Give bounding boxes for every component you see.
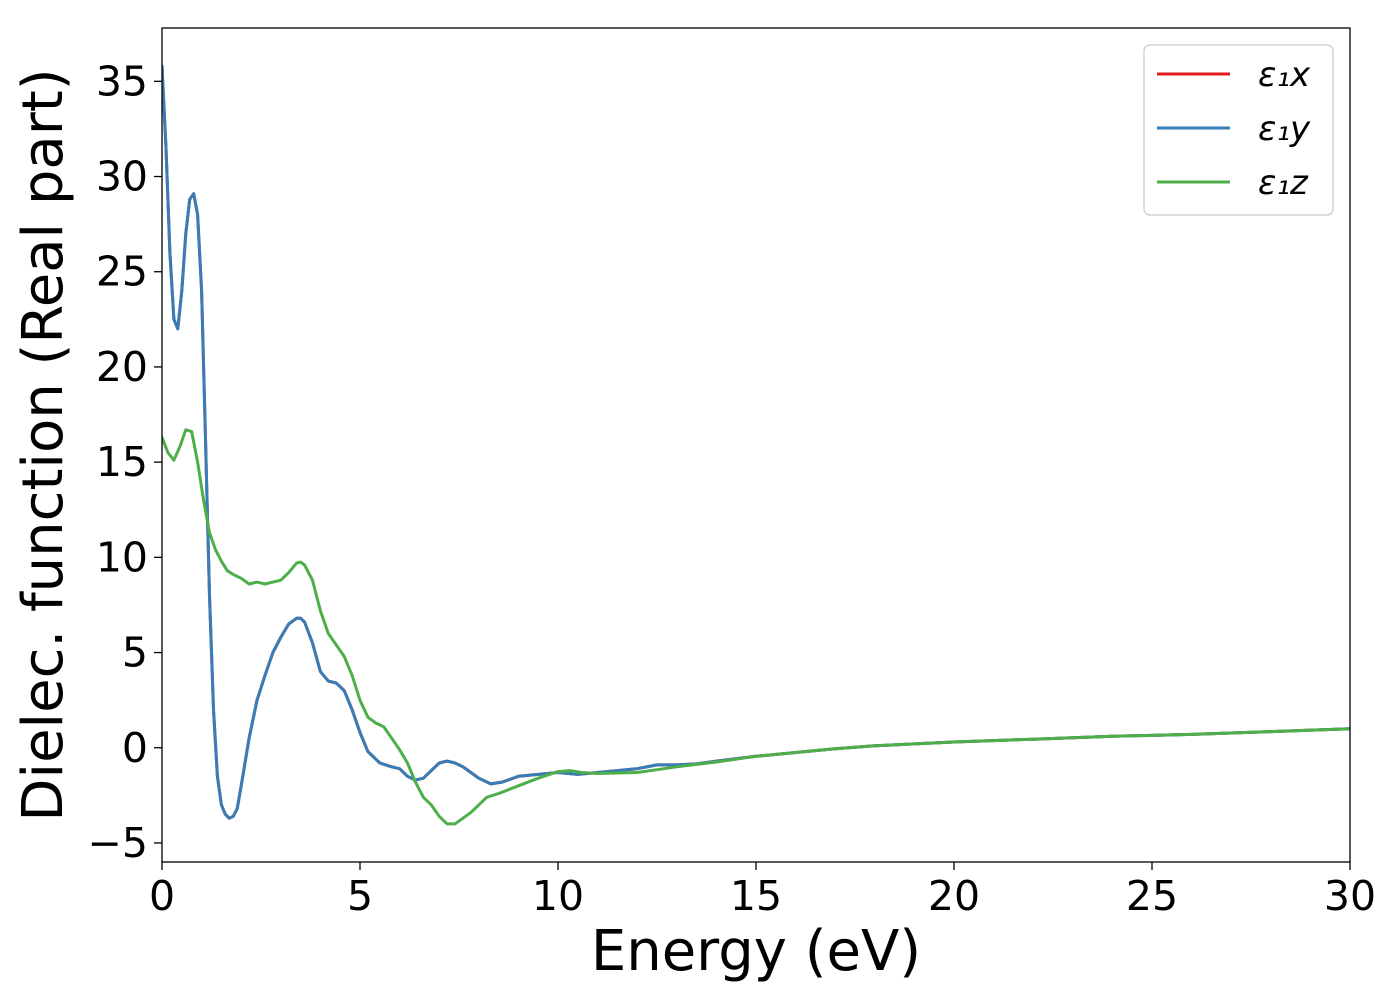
x-tick-label: 10 [532,872,584,920]
y-tick-label: 5 [122,629,148,677]
y-tick-label: 35 [96,57,148,105]
y-tick-label: 10 [96,533,148,581]
y-tick-label: 25 [96,248,148,296]
x-tick-label: 5 [347,872,373,920]
legend: ε₁x ε₁y ε₁z [1143,44,1334,216]
legend-label: ε₁z [1258,163,1309,203]
series-line-3 [162,428,1350,826]
legend-box [1143,44,1334,216]
x-tick-label: 15 [730,872,782,920]
legend-label: ε₁x [1258,55,1311,95]
y-tick-label: 0 [122,724,148,772]
y-tick-label: 20 [96,343,148,391]
x-axis: 0 5 10 15 20 25 30 [149,862,1376,920]
x-tick-label: 25 [1126,872,1178,920]
x-tick-label: 0 [149,872,175,920]
x-tick-label: 30 [1324,872,1376,920]
legend-label: ε₁y [1258,109,1311,149]
y-axis-label: Dielec. function (Real part) [11,68,76,821]
y-tick-label: −5 [88,819,148,867]
x-axis-label: Energy (eV) [591,919,921,984]
y-axis: −5 0 5 10 15 20 25 30 35 [88,57,162,867]
series-layer [162,64,1350,826]
y-tick-label: 30 [96,153,148,201]
y-tick-label: 15 [96,438,148,486]
x-tick-label: 20 [928,872,980,920]
